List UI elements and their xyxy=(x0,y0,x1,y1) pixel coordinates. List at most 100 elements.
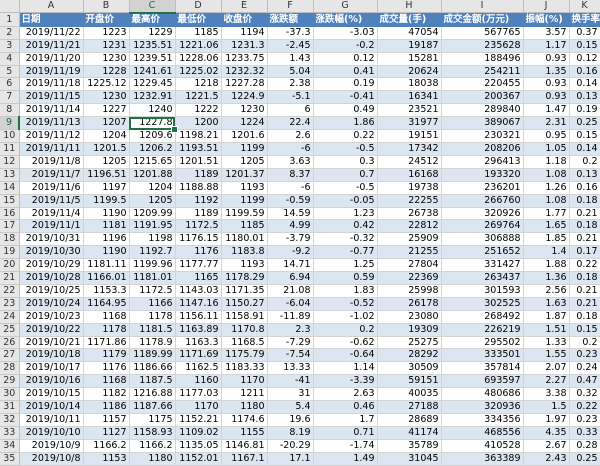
table-cell[interactable]: 468556 xyxy=(441,426,524,440)
table-cell[interactable]: 1.77 xyxy=(523,207,570,221)
table-cell[interactable]: 2.67 xyxy=(523,439,570,453)
table-cell[interactable]: 302525 xyxy=(441,297,524,311)
table-cell[interactable]: 22.4 xyxy=(267,116,314,131)
table-cell[interactable]: 1201.5 xyxy=(83,142,130,156)
table-cell[interactable]: 24512 xyxy=(377,155,442,169)
column-header-k[interactable]: K xyxy=(569,0,600,14)
table-cell[interactable]: 1.35 xyxy=(523,65,570,79)
table-cell[interactable]: 1152.01 xyxy=(175,452,222,466)
row-header[interactable]: 7 xyxy=(0,90,20,105)
table-cell[interactable]: 1204 xyxy=(83,129,130,143)
table-cell[interactable]: 1230 xyxy=(221,103,268,118)
table-cell[interactable]: 2019/10/25 xyxy=(19,284,84,298)
table-cell[interactable]: 1.43 xyxy=(267,52,314,66)
table-cell[interactable]: 2019/11/6 xyxy=(19,181,84,195)
table-cell[interactable]: 17342 xyxy=(377,142,442,156)
fill-handle[interactable] xyxy=(171,125,178,133)
table-cell[interactable]: -7.54 xyxy=(267,348,314,363)
table-cell[interactable]: 1178.9 xyxy=(129,336,176,350)
row-header[interactable]: 31 xyxy=(0,400,20,414)
row-header[interactable]: 8 xyxy=(0,103,20,118)
table-cell[interactable]: 30509 xyxy=(377,361,442,376)
table-cell[interactable]: 1146.81 xyxy=(221,439,268,453)
table-cell[interactable]: 254211 xyxy=(441,65,524,79)
table-cell[interactable]: 8.19 xyxy=(267,426,314,440)
table-cell[interactable]: 1199 xyxy=(221,194,268,208)
table-cell[interactable]: 1181.11 xyxy=(83,258,130,273)
table-cell[interactable]: 1143.03 xyxy=(175,284,222,298)
table-cell[interactable]: 357814 xyxy=(441,361,524,376)
table-cell[interactable]: 2019/10/24 xyxy=(19,297,84,311)
table-cell[interactable]: 2.3 xyxy=(267,323,314,337)
table-cell[interactable]: 28689 xyxy=(377,413,442,427)
table-cell[interactable]: -0.05 xyxy=(313,194,378,208)
table-cell[interactable]: 1239.51 xyxy=(129,52,176,66)
table-cell[interactable]: -41 xyxy=(267,374,314,389)
table-cell[interactable]: -0.52 xyxy=(313,297,378,311)
table-cell[interactable]: 1179 xyxy=(83,348,130,363)
row-header[interactable]: 2 xyxy=(0,26,20,40)
table-cell[interactable]: 1221.06 xyxy=(175,39,222,53)
table-cell[interactable]: 1163.89 xyxy=(175,323,222,337)
table-cell[interactable]: 1.83 xyxy=(313,284,378,298)
table-cell[interactable]: -2.45 xyxy=(267,39,314,53)
table-cell[interactable]: 1240 xyxy=(129,103,176,118)
table-cell[interactable]: -0.5 xyxy=(313,142,378,156)
table-cell[interactable]: 2019/11/5 xyxy=(19,194,84,208)
column-header-g[interactable]: G xyxy=(313,0,378,14)
table-cell[interactable]: 1185 xyxy=(175,26,222,40)
table-cell[interactable]: 1153 xyxy=(83,452,130,466)
table-cell[interactable]: 1187.66 xyxy=(129,400,176,414)
table-cell[interactable]: 1183.33 xyxy=(221,361,268,376)
table-cell[interactable]: 19151 xyxy=(377,129,442,143)
table-cell[interactable]: -3.03 xyxy=(313,26,378,40)
table-cell[interactable]: 296413 xyxy=(441,155,524,169)
row-header[interactable]: 18 xyxy=(0,232,20,247)
table-cell[interactable]: 2019/10/18 xyxy=(19,348,84,363)
table-cell[interactable]: 1147.16 xyxy=(175,297,222,311)
table-cell[interactable]: -0.64 xyxy=(313,348,378,363)
table-cell[interactable]: 1209.6 xyxy=(129,129,176,143)
table-cell[interactable]: 1232.32 xyxy=(221,65,268,79)
table-cell[interactable]: 1201.88 xyxy=(129,168,176,182)
table-cell[interactable]: 21.08 xyxy=(267,284,314,298)
table-cell[interactable]: 1225.12 xyxy=(83,77,130,92)
header-cell[interactable]: 收盘价 xyxy=(221,12,268,27)
row-header[interactable]: 3 xyxy=(0,39,20,53)
table-cell[interactable]: 2.43 xyxy=(523,452,570,466)
row-header[interactable]: 19 xyxy=(0,245,20,260)
row-header[interactable]: 27 xyxy=(0,348,20,363)
table-cell[interactable]: 19.6 xyxy=(267,413,314,427)
table-cell[interactable]: 1.49 xyxy=(313,452,378,466)
select-all-corner[interactable] xyxy=(0,0,20,14)
column-header-e[interactable]: E xyxy=(221,0,268,14)
table-cell[interactable]: 1232.91 xyxy=(129,90,176,105)
table-cell[interactable]: 480686 xyxy=(441,387,524,402)
table-cell[interactable]: 0.41 xyxy=(313,65,378,79)
table-cell[interactable]: 1153.3 xyxy=(83,284,130,298)
table-cell[interactable]: 19738 xyxy=(377,181,442,195)
table-cell[interactable]: 1177.03 xyxy=(175,387,222,402)
row-header[interactable]: 34 xyxy=(0,439,20,453)
table-cell[interactable]: 1162.5 xyxy=(175,361,222,376)
table-cell[interactable]: 0.71 xyxy=(313,426,378,440)
table-cell[interactable]: 1.85 xyxy=(523,232,570,247)
table-cell[interactable]: -0.77 xyxy=(313,245,378,260)
table-cell[interactable]: 1193 xyxy=(221,258,268,273)
table-cell[interactable]: 1.51 xyxy=(523,323,570,337)
table-cell[interactable]: 1176 xyxy=(175,245,222,260)
table-cell[interactable]: 1180 xyxy=(221,400,268,414)
table-cell[interactable]: 1.05 xyxy=(523,142,570,156)
table-cell[interactable]: 1168 xyxy=(83,374,130,389)
table-cell[interactable]: 15281 xyxy=(377,52,442,66)
table-cell[interactable]: 1241.61 xyxy=(129,65,176,79)
table-cell[interactable]: 1.26 xyxy=(523,181,570,195)
header-cell[interactable]: 日期 xyxy=(19,12,84,27)
table-cell[interactable]: 25275 xyxy=(377,336,442,350)
table-cell[interactable]: 0.19 xyxy=(313,77,378,92)
row-header[interactable]: 20 xyxy=(0,258,20,273)
row-header[interactable]: 35 xyxy=(0,452,20,466)
row-header[interactable]: 26 xyxy=(0,336,20,350)
table-cell[interactable]: 1216.88 xyxy=(129,387,176,402)
